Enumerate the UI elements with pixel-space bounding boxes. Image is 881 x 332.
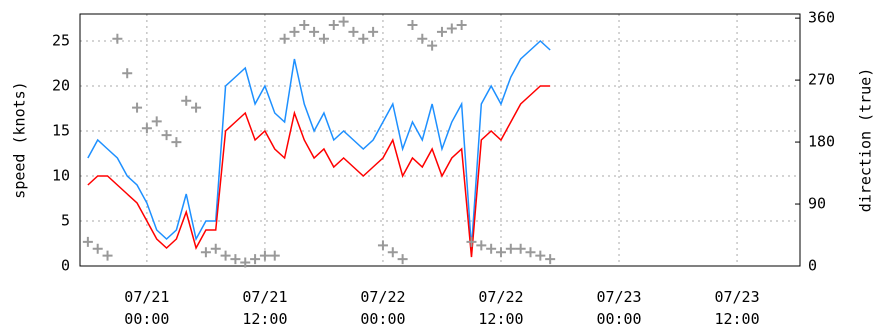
direction-point [289, 26, 300, 37]
direction-point [348, 26, 359, 37]
direction-point [505, 243, 516, 254]
x-tick-label: 07/22 00:00 [360, 288, 406, 328]
direction-point [377, 240, 388, 251]
series-line [87, 39, 551, 249]
direction-point [250, 254, 261, 265]
plot-frame [79, 13, 801, 267]
y-axis-label: speed (knots) [11, 81, 29, 198]
y2-tick-label: 180 [808, 133, 835, 151]
y2-tick-label: 90 [808, 195, 826, 213]
direction-point [466, 236, 477, 247]
direction-point [191, 102, 202, 113]
direction-point [515, 243, 526, 254]
series-line [87, 85, 551, 258]
y-tick-label: 5 [61, 212, 70, 230]
direction-point [132, 102, 143, 113]
direction-point [407, 20, 418, 31]
direction-point [220, 250, 231, 261]
direction-point [427, 40, 438, 51]
y-tick-label: 25 [52, 32, 70, 50]
direction-point [476, 240, 487, 251]
direction-point [161, 130, 172, 141]
direction-point [210, 243, 221, 254]
direction-point [141, 123, 152, 134]
direction-point [299, 20, 310, 31]
direction-point [92, 243, 103, 254]
direction-point [102, 250, 113, 261]
direction-point [318, 33, 329, 44]
direction-point [387, 247, 398, 258]
direction-point [230, 254, 241, 265]
direction-point [456, 20, 467, 31]
direction-point [338, 16, 349, 27]
direction-point [358, 33, 369, 44]
direction-point [269, 250, 280, 261]
y2-axis-label: direction (true) [857, 68, 875, 213]
direction-point [525, 247, 536, 258]
y2-tick-label: 360 [808, 9, 835, 27]
direction-point [535, 250, 546, 261]
x-tick-label: 07/23 00:00 [596, 288, 642, 328]
direction-point [397, 254, 408, 265]
direction-point [171, 137, 182, 148]
direction-point [446, 23, 457, 34]
x-tick-label: 07/21 00:00 [124, 288, 170, 328]
y-tick-label: 20 [52, 77, 70, 95]
direction-point [200, 247, 211, 258]
direction-point [309, 26, 320, 37]
y-tick-label: 15 [52, 122, 70, 140]
direction-point [112, 33, 123, 44]
x-tick-label: 07/22 12:00 [478, 288, 524, 328]
direction-point [279, 33, 290, 44]
direction-point [486, 243, 497, 254]
x-tick-label: 07/23 12:00 [714, 288, 760, 328]
x-tick-label: 07/21 12:00 [242, 288, 288, 328]
y2-tick-label: 0 [808, 257, 817, 275]
direction-point [151, 116, 162, 127]
direction-point [82, 236, 93, 247]
y2-tick-label: 270 [808, 71, 835, 89]
direction-point [122, 68, 133, 79]
direction-point [495, 247, 506, 258]
direction-point [417, 33, 428, 44]
direction-point [240, 257, 251, 268]
direction-point [368, 26, 379, 37]
direction-point [328, 20, 339, 31]
direction-point [436, 26, 447, 37]
y-tick-label: 10 [52, 167, 70, 185]
y-tick-label: 0 [61, 257, 70, 275]
direction-point [545, 254, 556, 265]
direction-point [259, 250, 270, 261]
direction-point [181, 95, 192, 106]
